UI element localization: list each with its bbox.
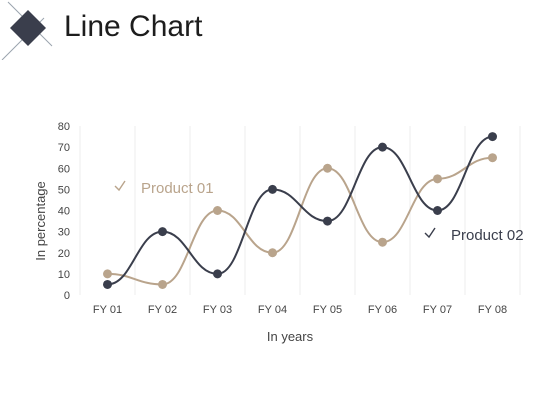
x-axis-ticks: FY 01 FY 02 FY 03 FY 04 FY 05 FY 06 FY 07 FY 08 xyxy=(93,304,507,316)
data-point xyxy=(268,248,277,258)
series-line xyxy=(107,156,493,286)
data-point xyxy=(158,279,167,289)
x-tick-label: FY 03 xyxy=(203,304,232,316)
x-tick-label: FY 02 xyxy=(148,304,177,316)
x-tick-label: FY 01 xyxy=(93,304,122,316)
series-points xyxy=(103,132,497,289)
legend-product-02: Product 02 xyxy=(424,227,524,244)
data-point xyxy=(323,216,332,226)
y-tick-label: 0 xyxy=(64,290,70,302)
data-point xyxy=(103,279,112,289)
data-point xyxy=(268,184,277,194)
x-tick-label: FY 06 xyxy=(368,304,397,316)
x-axis-label: In years xyxy=(267,329,314,344)
data-point xyxy=(213,269,222,279)
check-icon xyxy=(424,227,436,239)
y-tick-label: 50 xyxy=(58,184,70,196)
data-point xyxy=(488,153,497,163)
diamond-icon xyxy=(1,1,53,60)
legend-product-01: Product 01 xyxy=(114,180,214,197)
y-tick-label: 30 xyxy=(58,227,70,239)
x-tick-label: FY 04 xyxy=(258,304,287,316)
y-tick-label: 60 xyxy=(58,163,70,175)
data-point xyxy=(323,163,332,173)
data-point xyxy=(158,227,167,237)
page-title: Line Chart xyxy=(64,10,203,43)
y-axis-label: In percentage xyxy=(33,181,48,261)
x-tick-label: FY 05 xyxy=(313,304,342,316)
y-tick-label: 10 xyxy=(58,269,70,281)
legend-label-product-02: Product 02 xyxy=(451,227,524,244)
data-point xyxy=(433,206,442,215)
data-point xyxy=(433,174,442,184)
data-point xyxy=(488,132,497,142)
data-point xyxy=(103,269,112,279)
data-point xyxy=(213,206,222,215)
data-point xyxy=(378,237,387,247)
legend-label-product-01: Product 01 xyxy=(141,180,214,197)
x-tick-label: FY 07 xyxy=(423,304,452,316)
y-axis-ticks: 0 10 20 30 40 50 60 70 80 xyxy=(58,121,70,302)
y-tick-label: 70 xyxy=(58,142,70,154)
y-tick-label: 80 xyxy=(58,121,70,133)
y-tick-label: 40 xyxy=(58,206,70,218)
x-tick-label: FY 08 xyxy=(478,304,507,316)
check-icon xyxy=(114,180,126,192)
data-point xyxy=(378,142,387,152)
y-tick-label: 20 xyxy=(58,248,70,260)
